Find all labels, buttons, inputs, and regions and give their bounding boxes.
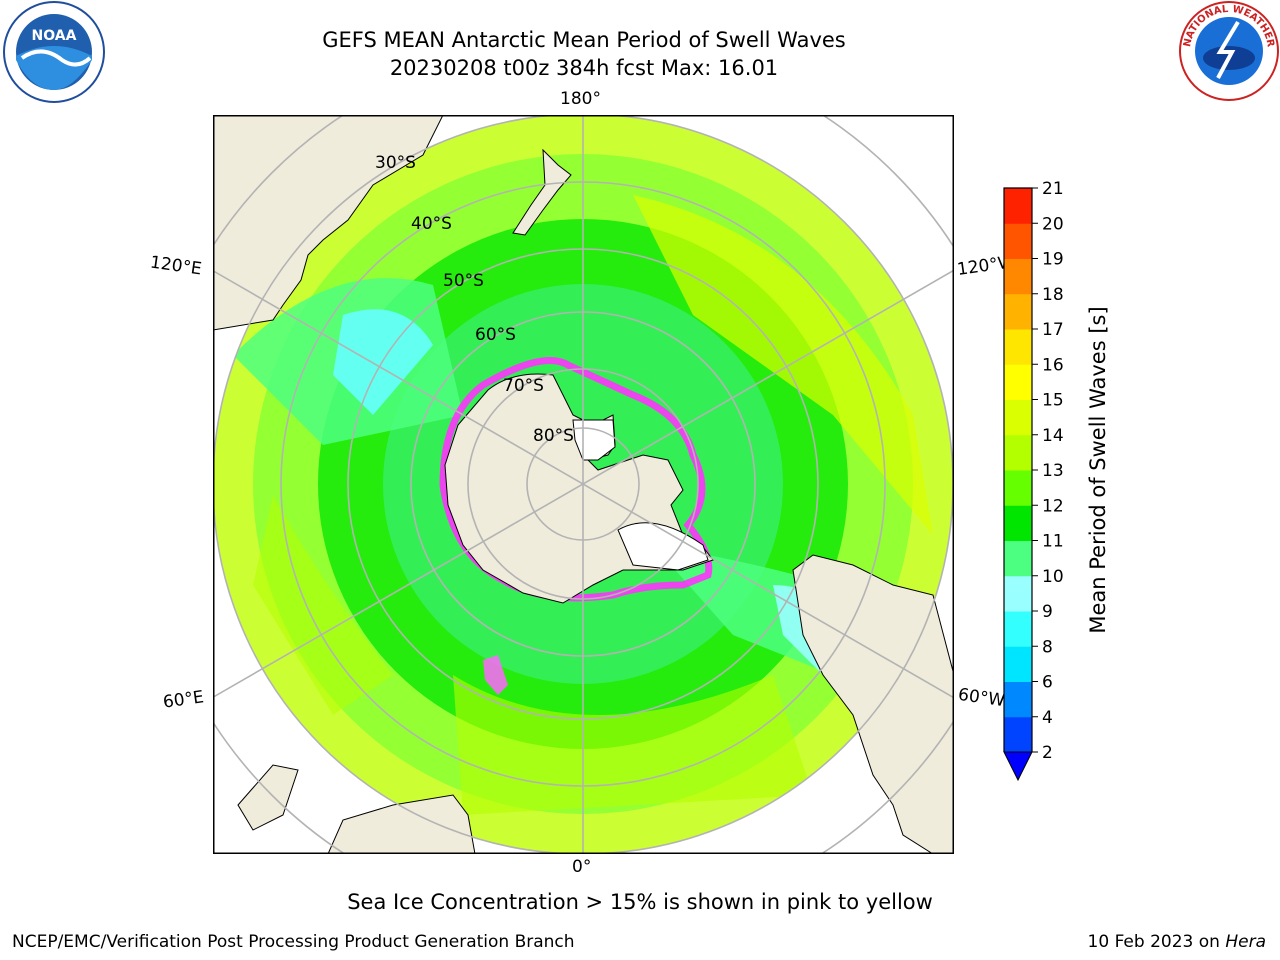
colorbar-tick-label: 13	[1042, 461, 1064, 481]
colorbar-tick-label: 21	[1042, 180, 1064, 199]
chart-title: GEFS MEAN Antarctic Mean Period of Swell…	[322, 28, 846, 52]
colorbar-swatch	[1004, 470, 1032, 506]
colorbar-swatch	[1004, 716, 1032, 753]
colorbar-tick-label: 6	[1042, 673, 1053, 693]
colorbar-swatch	[1004, 188, 1032, 224]
colorbar-tick-label: 18	[1042, 285, 1064, 305]
colorbar-tick-label: 2	[1042, 743, 1053, 763]
colorbar-tick-label: 17	[1042, 320, 1064, 340]
colorbar-tick-label: 4	[1042, 708, 1053, 728]
colorbar-swatch	[1004, 399, 1032, 436]
noaa-logo: NOAA	[3, 1, 105, 103]
footer-credit: NCEP/EMC/Verification Post Processing Pr…	[12, 932, 575, 952]
colorbar-tick-label: 19	[1042, 250, 1064, 270]
lat-label-70s: 70°S	[503, 376, 544, 396]
footer-date-text: 10 Feb 2023 on	[1087, 932, 1226, 952]
lat-label-50s: 50°S	[443, 271, 484, 291]
sea-ice-ring	[439, 357, 713, 602]
nws-logo: NATIONAL WEATHER SERVICE	[1178, 0, 1279, 101]
colorbar-swatch	[1004, 681, 1032, 718]
sea-ice-note: Sea Ice Concentration > 15% is shown in …	[347, 890, 933, 914]
lon-label-120e: 120°E	[148, 252, 203, 280]
colorbar-tick-label: 14	[1042, 426, 1064, 446]
colorbar-tick-label: 9	[1042, 602, 1053, 622]
colorbar-swatch	[1004, 293, 1032, 330]
lat-label-30s: 30°S	[375, 153, 416, 173]
lat-label-80s: 80°S	[533, 426, 574, 446]
colorbar-swatch	[1004, 575, 1032, 612]
lon-label-180: 180°	[560, 89, 601, 109]
colorbar-tick-label: 12	[1042, 496, 1064, 516]
colorbar-swatch	[1004, 364, 1032, 400]
colorbar-tick-label: 10	[1042, 567, 1064, 587]
colorbar-swatch	[1004, 540, 1032, 577]
colorbar-swatch	[1004, 258, 1032, 295]
colorbar-tick-label: 15	[1042, 391, 1064, 411]
lat-label-40s: 40°S	[411, 214, 452, 234]
sea-ice-patch	[483, 655, 508, 695]
lat-label-60s: 60°S	[475, 325, 516, 345]
colorbar-label: Mean Period of Swell Waves [s]	[1086, 306, 1110, 634]
colorbar-swatch	[1004, 505, 1032, 541]
colorbar-swatch	[1004, 223, 1032, 259]
colorbar-swatch	[1004, 329, 1032, 365]
colorbar-tick-label: 16	[1042, 355, 1064, 375]
polar-map: 30°S 40°S 50°S 60°S 70°S 80°S	[213, 115, 954, 854]
land-new-zealand	[512, 148, 572, 236]
colorbar-tick-label: 20	[1042, 214, 1064, 234]
colorbar-swatch	[1004, 646, 1032, 682]
lon-label-0: 0°	[572, 857, 592, 877]
footer-date: 10 Feb 2023 on Hera	[1088, 932, 1266, 952]
colorbar: 2 4 6 8 9 10 11 12 13 14 15 16 17 18 19 20 21	[1003, 180, 1064, 782]
chart-subtitle-forecast: 20230208 t00z 384h fcst Max: 16.01	[389, 56, 779, 80]
colorbar-extend-arrow	[1003, 751, 1033, 782]
colorbar-swatch	[1004, 434, 1032, 471]
colorbar-swatch	[1004, 611, 1032, 647]
colorbar-tick-label: 11	[1042, 532, 1064, 552]
colorbar-tick-label: 8	[1042, 637, 1053, 657]
noaa-logo-text: NOAA	[32, 28, 77, 44]
lon-label-60e: 60°E	[161, 687, 206, 713]
land-madagascar	[237, 764, 299, 831]
footer-system: Hera	[1225, 932, 1266, 952]
